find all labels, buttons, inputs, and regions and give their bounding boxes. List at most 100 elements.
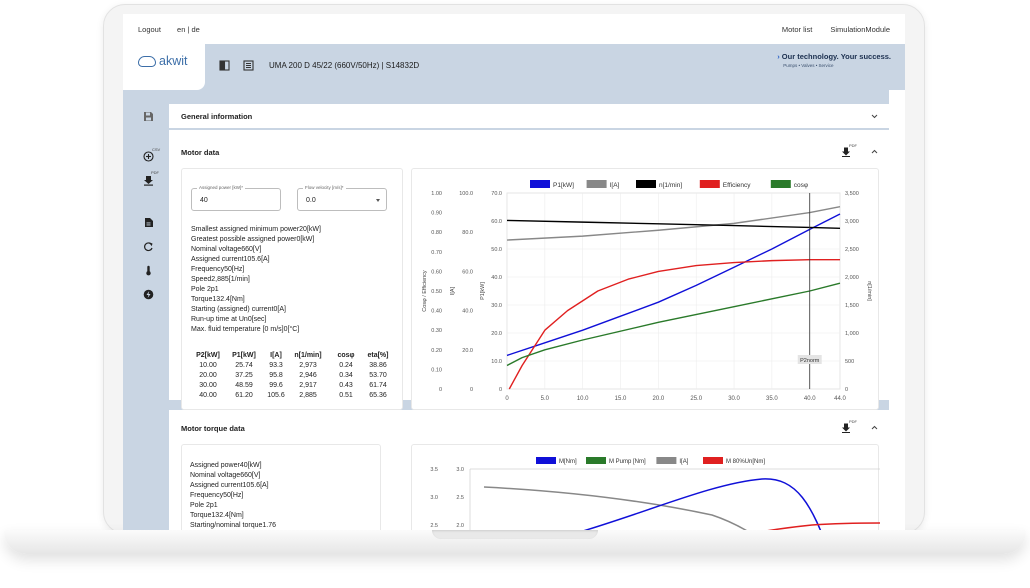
current-tick-label: 40.0 bbox=[462, 309, 473, 315]
current-tick-label: 80.0 bbox=[462, 230, 473, 236]
simulation-module-link[interactable]: SimulationModule bbox=[830, 25, 890, 34]
left1-tick-label: 2.5 bbox=[430, 523, 438, 529]
legend-swatch[interactable] bbox=[586, 180, 607, 188]
row-label: Torque bbox=[191, 296, 213, 303]
legend-swatch[interactable] bbox=[656, 457, 677, 464]
main-content: General information Motor data PDF Assig… bbox=[169, 90, 889, 530]
perf-cell: 61.74 bbox=[369, 382, 387, 389]
perf-cell: 105.6 bbox=[267, 392, 285, 399]
row-value: 50 bbox=[223, 492, 231, 499]
perf-cell: 25.74 bbox=[235, 362, 253, 369]
legend-swatch[interactable] bbox=[636, 180, 656, 188]
perf-cell: 0.51 bbox=[339, 392, 353, 399]
compare-columns-icon[interactable] bbox=[219, 60, 230, 71]
speed-tick-label: 500 bbox=[845, 359, 854, 365]
chevron-up-icon[interactable] bbox=[871, 148, 878, 155]
torque-series-line bbox=[583, 478, 822, 530]
cloud-icon bbox=[138, 55, 156, 67]
pdf-download-icon[interactable] bbox=[841, 147, 851, 157]
row-value: 0 bbox=[273, 306, 278, 313]
perf-cell: 2,885 bbox=[299, 392, 317, 399]
document-button[interactable] bbox=[142, 216, 154, 228]
speed-axis-label: n[1/min] bbox=[866, 281, 872, 301]
motor-data-row: Run-up time at Un0[sec] bbox=[191, 315, 401, 325]
motor-list-link[interactable]: Motor list bbox=[781, 25, 813, 34]
perf-cell: 61.20 bbox=[235, 392, 253, 399]
perf-cell: 37.25 bbox=[235, 372, 253, 379]
power-tick-label: 10.0 bbox=[491, 359, 502, 365]
current-tick-label: 20.0 bbox=[462, 348, 473, 354]
perf-cell: 99.6 bbox=[269, 382, 283, 389]
perf-cell: 2,946 bbox=[299, 372, 317, 379]
motor-performance-chart: P1[kW] I[A] n[1/min] Efficiency cosφ 0 5.0 10.0… bbox=[422, 180, 872, 402]
left2-tick-label: 3.0 bbox=[456, 467, 464, 473]
flow-velocity-value: 0.0 bbox=[306, 197, 316, 204]
row-value: 105.6 bbox=[243, 256, 262, 263]
row-value: 50 bbox=[224, 266, 232, 273]
row-label: Nominal voltage bbox=[191, 246, 242, 253]
row-value: 0 bbox=[283, 326, 288, 333]
csv-upload-button[interactable]: CSV bbox=[142, 147, 160, 162]
row-value: 132.4 bbox=[212, 296, 230, 303]
row-label: Pole 2p bbox=[191, 286, 215, 293]
save-button[interactable] bbox=[142, 110, 154, 122]
row-value: 20 bbox=[299, 226, 307, 233]
power-axis-label: P1[kW] bbox=[480, 282, 486, 300]
p2norm-marker-label: P2norm bbox=[800, 358, 820, 364]
general-info-panel[interactable]: General information bbox=[169, 104, 889, 128]
torque-data-row: Assigned power40[kW] bbox=[190, 461, 380, 471]
logo-container: akwit bbox=[123, 44, 205, 90]
list-view-icon[interactable] bbox=[243, 60, 254, 71]
row-unit: [kW] bbox=[247, 462, 262, 469]
motor-data-row: Smallest assigned minimum power20[kW] bbox=[191, 225, 401, 235]
row-value: 1 bbox=[214, 286, 219, 293]
torque-pdf-download-icon[interactable] bbox=[841, 423, 851, 433]
torque-chevron-up-icon[interactable] bbox=[871, 424, 878, 431]
row-label: Assigned current bbox=[191, 256, 244, 263]
pdf-download-button[interactable]: PDF bbox=[142, 170, 159, 186]
legend-swatch[interactable] bbox=[699, 180, 720, 188]
assigned-power-input[interactable]: Assigned power [kW]* 40 bbox=[191, 185, 281, 211]
brand-line: Our technology. Your success. bbox=[781, 52, 891, 61]
perf-cell: 0.24 bbox=[339, 362, 353, 369]
logout-link[interactable]: Logout bbox=[138, 25, 161, 34]
perf-table-row: 10.00 25.74 93.3 2,973 0.24 38.86 bbox=[188, 361, 398, 371]
perf-table-header: P2[kW] P1[kW] I[A] n[1/min] cosφ eta[%] bbox=[188, 351, 398, 361]
x-tick-label: 5.0 bbox=[541, 396, 550, 402]
refresh-button[interactable] bbox=[142, 240, 154, 252]
legend-swatch[interactable] bbox=[530, 180, 550, 188]
perf-header-cell: I[A] bbox=[270, 352, 282, 359]
torque-pdf-sup: PDF bbox=[849, 419, 857, 424]
legend-swatch[interactable] bbox=[536, 457, 556, 464]
row-value: 132.4 bbox=[211, 512, 229, 519]
row-value: 105.6 bbox=[242, 482, 261, 489]
motor-data-row: Torque132.4[Nm] bbox=[191, 295, 401, 305]
left1-tick-label: 3.5 bbox=[430, 467, 438, 473]
row-unit: [V] bbox=[251, 472, 261, 479]
legend-swatch[interactable] bbox=[770, 180, 791, 188]
logo[interactable]: akwit bbox=[138, 54, 187, 68]
motor-data-row: Nominal voltage660[V] bbox=[191, 245, 401, 255]
brand-sub: Pumps • Valves • Service bbox=[783, 63, 834, 68]
left2-tick-label: 2.0 bbox=[456, 523, 464, 529]
perf-table-row: 40.00 61.20 105.6 2,885 0.51 65.36 bbox=[188, 391, 398, 401]
legend-swatch[interactable] bbox=[703, 457, 723, 464]
cos_eff-tick-label: 0 bbox=[439, 387, 442, 393]
download-icon bbox=[143, 175, 153, 186]
motor-torque-chart: M[Nm] M Pump [Nm] I[A] M 80%Un[Nm] 3.5 3.0 2.5… bbox=[430, 457, 881, 530]
flow-velocity-select[interactable]: Flow velocity [m/s]* 0.0 bbox=[297, 185, 387, 211]
row-unit: [kW] bbox=[300, 236, 315, 243]
document-icon bbox=[144, 217, 153, 227]
row-label: Smallest assigned minimum power bbox=[191, 226, 300, 233]
speed-tick-label: 0 bbox=[845, 387, 848, 393]
chevron-down-icon[interactable] bbox=[871, 113, 878, 120]
torque-data-row: Frequency50[Hz] bbox=[190, 491, 380, 501]
torque-data-list: Assigned power40[kW] Nominal voltage660[V… bbox=[190, 461, 380, 530]
motor-title: UMA 200 D 45/22 (660V/50Hz) | S14832D bbox=[269, 61, 420, 70]
power-button[interactable] bbox=[142, 288, 154, 300]
temperature-button[interactable] bbox=[142, 264, 154, 276]
legend-swatch[interactable] bbox=[586, 457, 606, 464]
plot-frame bbox=[506, 192, 841, 390]
series-line bbox=[506, 282, 841, 367]
language-switch[interactable]: en | de bbox=[177, 25, 200, 34]
